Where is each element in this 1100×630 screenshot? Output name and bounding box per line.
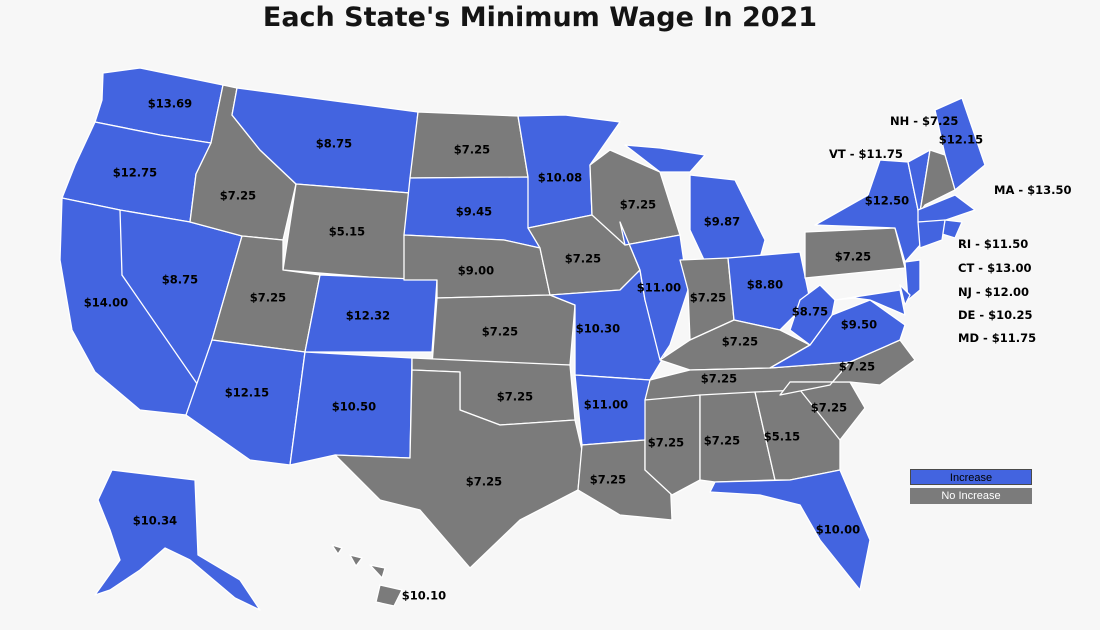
wage-label-mo: $10.30: [576, 322, 620, 336]
wage-label-me: $12.15: [939, 133, 983, 147]
wage-label-ca: $14.00: [84, 296, 128, 310]
wage-label-ms: $7.25: [648, 436, 684, 450]
wage-label-ia: $7.25: [565, 252, 601, 266]
wage-label-wy: $5.15: [329, 225, 365, 239]
wage-label-in: $7.25: [690, 291, 726, 305]
wage-label-sd: $9.45: [456, 205, 492, 219]
legend-increase: Increase: [910, 469, 1032, 485]
state-wv: [789, 284, 836, 346]
wage-label-ga: $5.15: [764, 430, 800, 444]
state-nh: [919, 149, 956, 213]
wage-label-nc: $7.25: [839, 360, 875, 374]
wage-label-tx: $7.25: [466, 475, 502, 489]
state-me: [934, 97, 986, 191]
wage-label-il: $11.00: [637, 281, 681, 295]
wage-label-oh: $8.80: [747, 278, 783, 292]
wage-label-mn: $10.08: [538, 171, 582, 185]
wage-label-ks: $7.25: [482, 325, 518, 339]
wage-label-ar: $11.00: [584, 398, 628, 412]
state-ma: [917, 194, 976, 223]
state-mo: [549, 269, 666, 381]
wage-label-tn: $7.25: [701, 372, 737, 386]
state-ks: [431, 294, 576, 366]
state-tx: [334, 369, 583, 569]
state-ak: [94, 469, 261, 611]
wage-label-wv: $8.75: [792, 305, 828, 319]
wage-label-fl: $10.00: [816, 523, 860, 537]
state-ms: [644, 394, 701, 496]
callout-nh: NH - $7.25: [890, 114, 959, 128]
state-nj: [904, 259, 921, 301]
wage-label-mi: $9.87: [704, 215, 740, 229]
map-title: Each State's Minimum Wage In 2021: [262, 2, 818, 33]
wage-label-az: $12.15: [225, 386, 269, 400]
callout-vt: VT - $11.75: [829, 147, 903, 161]
wage-label-hi: $10.10: [402, 589, 446, 603]
wage-label-nv: $8.75: [162, 273, 198, 287]
state-il: [619, 221, 689, 361]
callout-ct: CT - $13.00: [958, 261, 1032, 275]
wage-label-ky: $7.25: [722, 335, 758, 349]
wage-label-wa: $13.69: [148, 97, 192, 111]
wage-label-ut: $7.25: [250, 291, 286, 305]
wage-label-wi: $7.25: [620, 198, 656, 212]
wage-label-ok: $7.25: [497, 390, 533, 404]
state-co: [304, 274, 438, 353]
state-ct: [917, 219, 946, 249]
wage-label-or: $12.75: [113, 166, 157, 180]
wage-label-nm: $10.50: [332, 400, 376, 414]
state-nc: [779, 339, 916, 396]
state-fl: [709, 469, 871, 591]
state-hi: [331, 544, 403, 607]
wage-label-co: $12.32: [346, 309, 390, 323]
state-az: [185, 339, 306, 466]
wage-label-pa: $7.25: [835, 250, 871, 264]
callout-ma: MA - $13.50: [994, 183, 1072, 197]
wage-label-ny: $12.50: [865, 194, 909, 208]
legend-no-increase: No Increase: [910, 488, 1032, 504]
wage-label-nd: $7.25: [454, 143, 490, 157]
callout-nj: NJ - $12.00: [958, 285, 1030, 299]
wage-label-mt: $8.75: [316, 137, 352, 151]
wage-label-la: $7.25: [590, 473, 626, 487]
wage-label-id: $7.25: [220, 189, 256, 203]
callout-ri: RI - $11.50: [958, 237, 1029, 251]
wage-label-ne: $9.00: [458, 264, 494, 278]
callout-md: MD - $11.75: [958, 331, 1037, 345]
wage-label-ak: $10.34: [133, 514, 177, 528]
wage-label-al: $7.25: [704, 434, 740, 448]
state-md: [834, 289, 906, 316]
state-de: [899, 284, 911, 306]
wage-label-sc: $7.25: [811, 401, 847, 415]
callout-de: DE - $10.25: [958, 308, 1033, 322]
wage-label-va: $9.50: [841, 318, 877, 332]
